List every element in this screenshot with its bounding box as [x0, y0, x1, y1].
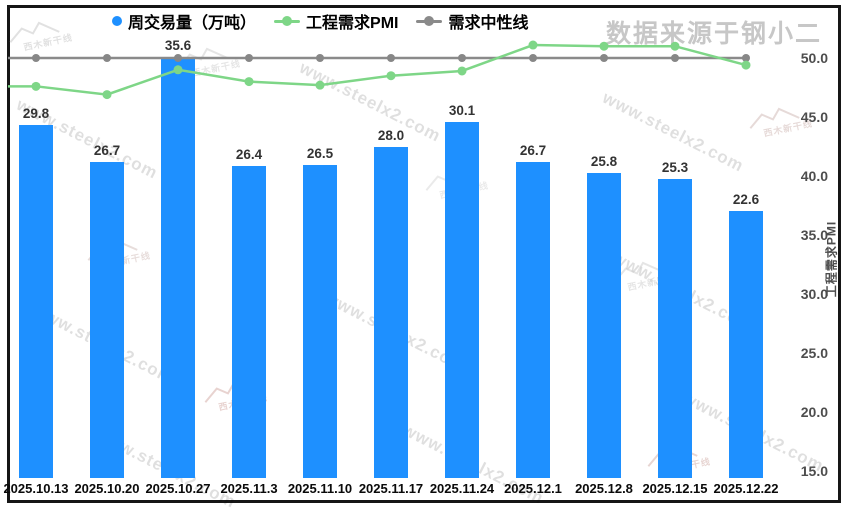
bar-value-label: 30.1	[448, 102, 476, 118]
bar-2025.10.20[interactable]	[90, 162, 124, 478]
bar-value-label: 26.7	[519, 143, 547, 159]
bar-value-label: 35.6	[164, 37, 192, 53]
bar-2025.11.3[interactable]	[232, 165, 266, 478]
legend-label: 工程需求PMI	[306, 15, 399, 32]
bar-2025.12.8[interactable]	[587, 172, 621, 478]
x-axis-label: 2025.11.24	[429, 481, 495, 496]
bar-value-label: 22.6	[732, 191, 760, 207]
right-axis-tick: 45.0	[800, 109, 828, 125]
x-axis-label: 2025.10.27	[145, 481, 211, 496]
right-axis-tick: 15.0	[800, 463, 828, 479]
x-axis-label: 2025.11.17	[358, 481, 424, 496]
right-axis-tick: 25.0	[800, 345, 828, 361]
bar-2025.11.24[interactable]	[445, 121, 479, 478]
bar-value-label: 25.8	[590, 153, 618, 169]
right-axis-tick: 30.0	[800, 286, 828, 302]
x-axis-label: 2025.10.20	[74, 481, 140, 496]
bar-value-label: 28.0	[377, 127, 405, 143]
bar-value-label: 26.7	[93, 143, 121, 159]
bar-value-label: 29.8	[22, 106, 50, 122]
legend-item-0[interactable]: 周交易量（万吨）	[112, 9, 256, 33]
x-axis-label: 2025.12.1	[504, 481, 562, 496]
bar-2025.11.10[interactable]	[303, 164, 337, 478]
bar-2025.12.1[interactable]	[516, 162, 550, 478]
x-axis-label: 2025.12.8	[575, 481, 633, 496]
legend-label: 需求中性线	[448, 15, 529, 32]
x-axis-label: 2025.12.22	[713, 481, 779, 496]
x-axis-label: 2025.10.13	[3, 481, 69, 496]
bar-2025.12.22[interactable]	[729, 210, 763, 478]
legend-item-2[interactable]: 需求中性线	[416, 9, 528, 33]
right-axis-tick: 50.0	[800, 50, 828, 66]
bar-value-label: 26.4	[235, 146, 263, 162]
x-axis-label: 2025.11.10	[287, 481, 353, 496]
data-source-watermark: 数据来源于钢小二	[606, 20, 823, 48]
legend-line-dot-icon	[416, 16, 443, 26]
bar-2025.10.13[interactable]	[19, 125, 53, 478]
legend-circle-icon	[112, 16, 122, 26]
legend-label: 周交易量（万吨）	[128, 15, 257, 32]
bar-2025.10.27[interactable]	[161, 56, 195, 478]
right-axis-tick: 35.0	[800, 227, 828, 243]
legend-item-1[interactable]: 工程需求PMI	[274, 9, 398, 33]
right-axis-title: 工程需求PMI	[824, 220, 839, 298]
bar-2025.11.17[interactable]	[374, 146, 408, 478]
legend: 周交易量（万吨） 工程需求PMI 需求中性线	[112, 9, 528, 33]
x-axis-label: 2025.12.15	[642, 481, 708, 496]
right-axis-tick: 40.0	[800, 168, 828, 184]
bar-value-label: 25.3	[661, 159, 689, 175]
right-axis-tick: 20.0	[800, 404, 828, 420]
legend-line-dot-icon	[274, 16, 301, 26]
bar-2025.12.15[interactable]	[658, 178, 692, 478]
x-axis-label: 2025.11.3	[220, 481, 278, 496]
bar-value-label: 26.5	[306, 145, 334, 161]
